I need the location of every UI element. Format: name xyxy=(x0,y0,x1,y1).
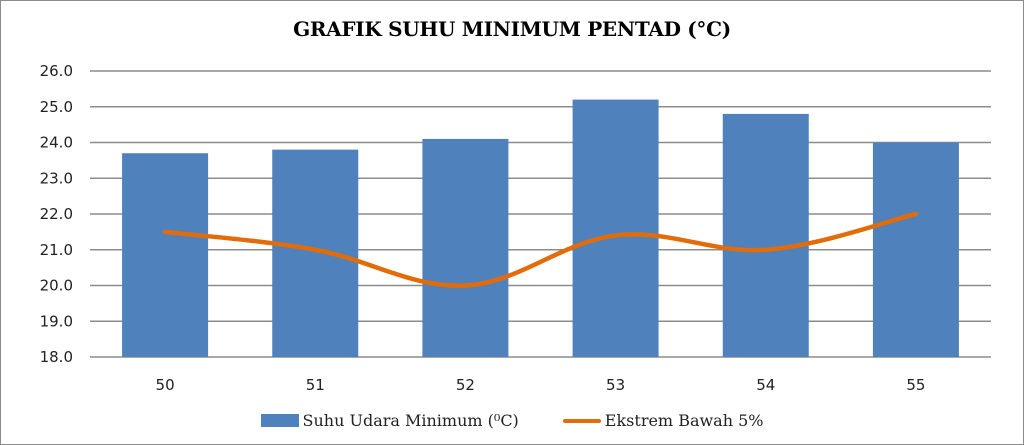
bar xyxy=(272,149,359,357)
bar xyxy=(122,153,209,357)
y-tick-label: 26.0 xyxy=(40,62,73,80)
y-tick-label: 19.0 xyxy=(40,312,73,330)
chart-legend: Suhu Udara Minimum (⁰C) Ekstrem Bawah 5% xyxy=(1,411,1023,430)
legend-bar-swatch xyxy=(260,414,299,427)
line-series xyxy=(162,211,919,288)
x-tick-label: 54 xyxy=(756,376,775,394)
x-tick-label: 53 xyxy=(606,376,625,394)
legend-item-bar: Suhu Udara Minimum (⁰C) xyxy=(260,411,519,430)
x-tick-label: 55 xyxy=(906,376,925,394)
y-tick-label: 20.0 xyxy=(40,277,73,295)
x-tick-label: 52 xyxy=(456,376,475,394)
y-tick-label: 25.0 xyxy=(40,98,73,116)
x-tick-label: 50 xyxy=(156,376,175,394)
y-tick-label: 18.0 xyxy=(40,348,73,366)
bar xyxy=(872,142,959,357)
legend-line-label: Ekstrem Bawah 5% xyxy=(604,411,764,430)
y-tick-label: 22.0 xyxy=(40,205,73,223)
legend-line-swatch xyxy=(562,418,601,423)
y-tick-label: 24.0 xyxy=(40,134,73,152)
y-tick-label: 23.0 xyxy=(40,169,73,187)
chart-title: GRAFIK SUHU MINIMUM PENTAD (°C) xyxy=(293,17,731,41)
bar xyxy=(422,138,509,357)
bar xyxy=(722,113,809,358)
y-tick-label: 21.0 xyxy=(40,241,73,259)
legend-bar-label: Suhu Udara Minimum (⁰C) xyxy=(302,411,519,430)
x-tick-label: 51 xyxy=(306,376,325,394)
legend-item-line: Ekstrem Bawah 5% xyxy=(562,411,764,430)
bar xyxy=(572,99,659,357)
